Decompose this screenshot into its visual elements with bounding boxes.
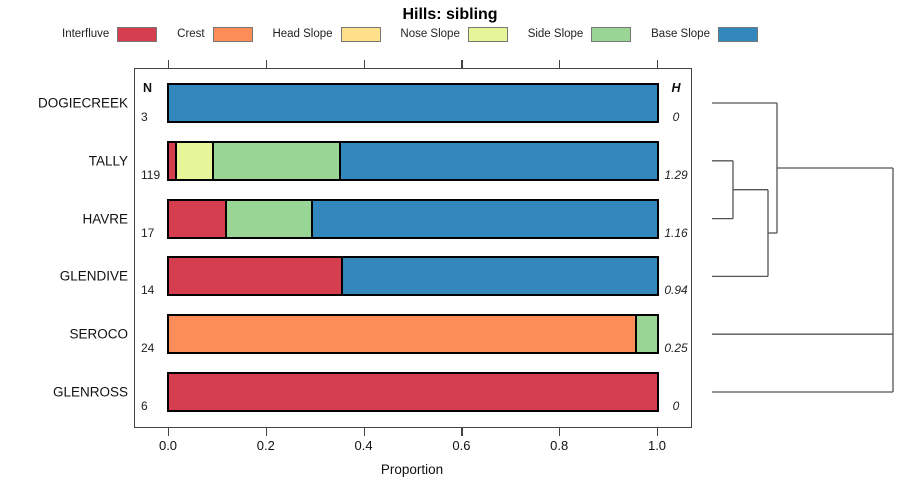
n-value: 6	[141, 399, 148, 413]
axis-tick-bottom	[363, 428, 365, 436]
legend-label: Side Slope	[527, 28, 584, 40]
legend-item-head-slope: Head Slope	[272, 26, 381, 42]
legend-swatch	[467, 26, 508, 42]
bar-segment-side-slope	[227, 200, 313, 237]
n-value: 24	[141, 341, 155, 356]
h-value: 0	[672, 110, 680, 124]
axis-tick-top	[657, 60, 659, 68]
n-value: 17	[141, 225, 155, 240]
axis-tick-bottom	[559, 428, 561, 436]
axis-tick-top	[559, 60, 561, 68]
row-label: DOGIECREEK	[37, 95, 128, 111]
bar-segment-nose-slope	[177, 142, 214, 179]
h-value: 0.25	[664, 341, 688, 356]
bar-segment-base-slope	[341, 142, 657, 179]
axis-tick-top	[168, 60, 170, 68]
bar-segment-interfluve	[169, 258, 343, 295]
h-column-header: H	[671, 81, 681, 95]
n-column-header: N	[143, 81, 153, 95]
axis-tick-label: 0.2	[256, 438, 275, 453]
bar-segment-base-slope	[313, 200, 657, 237]
axis-tick-bottom	[461, 428, 463, 436]
bar-segment-base-slope	[343, 258, 657, 295]
legend-swatch	[717, 26, 758, 42]
legend-item-side-slope: Side Slope	[527, 26, 632, 42]
axis-tick-label: 0.6	[452, 438, 471, 453]
row-label: SEROCO	[69, 326, 128, 342]
legend-label: Head Slope	[272, 28, 333, 40]
bar-segment-base-slope	[169, 85, 657, 121]
legend-item-interfluve: Interfluve	[62, 26, 158, 42]
row-label: HAVRE	[82, 211, 128, 227]
legend-item-nose-slope: Nose Slope	[400, 26, 508, 42]
axis-tick-label: 0.8	[550, 438, 569, 453]
stacked-bar	[167, 198, 659, 239]
h-value: 0	[672, 399, 680, 413]
legend-label: Base Slope	[651, 28, 710, 40]
row-label: TALLY	[88, 153, 128, 169]
axis-tick-bottom	[168, 428, 170, 436]
bar-segment-crest	[169, 316, 637, 353]
legend-label: Crest	[177, 28, 205, 40]
row-label: GLENROSS	[52, 384, 128, 400]
h-value: 1.29	[664, 167, 688, 182]
stacked-bar	[167, 256, 659, 297]
legend-swatch	[212, 26, 253, 42]
legend-label: Interfluve	[62, 28, 110, 40]
axis-tick-label: 0.0	[158, 438, 178, 453]
stacked-bar	[167, 140, 659, 181]
n-value: 119	[141, 167, 161, 182]
axis-tick-top	[461, 60, 463, 68]
stacked-bar	[167, 83, 659, 123]
legend-item-crest: Crest	[177, 26, 253, 42]
legend-item-base-slope: Base Slope	[651, 26, 758, 42]
n-value: 3	[141, 110, 148, 124]
bar-segment-interfluve	[169, 200, 227, 237]
legend-label: Nose Slope	[400, 28, 460, 40]
axis-tick-label: 1.0	[647, 438, 667, 453]
stacked-bar	[167, 314, 659, 355]
axis-tick-top	[265, 60, 267, 68]
axis-tick-bottom	[265, 428, 267, 436]
n-value: 14	[141, 283, 155, 298]
legend-swatch	[340, 26, 381, 42]
bar-segment-side-slope	[214, 142, 341, 179]
x-axis-label: Proportion	[380, 462, 444, 477]
row-label: GLENDIVE	[59, 268, 128, 284]
plot-area	[134, 68, 692, 428]
stacked-bar	[167, 372, 659, 412]
bar-segment-side-slope	[637, 316, 657, 353]
axis-tick-label: 0.4	[354, 438, 373, 453]
chart-title: Hills: sibling	[402, 6, 498, 23]
legend-swatch	[591, 26, 632, 42]
legend: Interfluve Crest Head Slope Nose Slope Side …	[62, 25, 758, 43]
axis-tick-bottom	[657, 428, 659, 436]
axis-tick-top	[363, 60, 365, 68]
h-value: 1.16	[664, 225, 688, 240]
bar-segment-interfluve	[169, 142, 177, 179]
bar-segment-interfluve	[169, 374, 657, 410]
legend-swatch	[117, 26, 158, 42]
h-value: 0.94	[664, 283, 688, 298]
